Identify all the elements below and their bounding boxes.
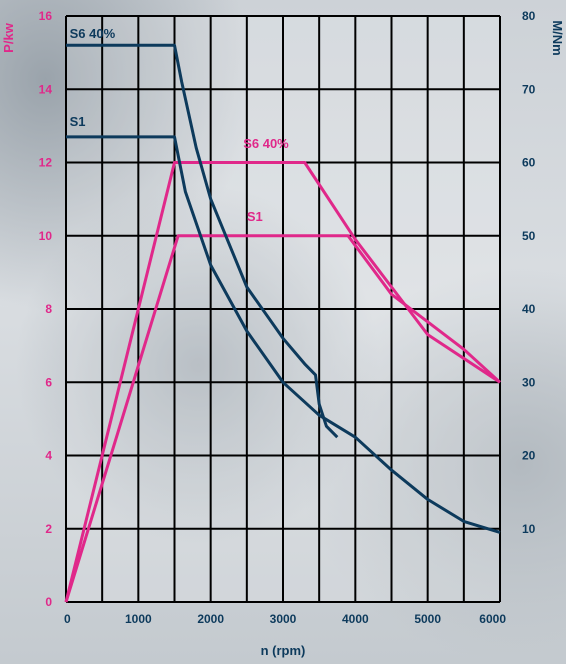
series-labels: S6 40% S1 S6 40% S1 <box>70 26 290 224</box>
torque-curve <box>66 43 339 439</box>
y-left-tick-label: 12 <box>39 156 53 170</box>
grid-lines <box>65 15 501 603</box>
series-lines <box>64 43 502 603</box>
y-right-tick-label: 60 <box>522 156 536 170</box>
series-label: S6 40% <box>70 26 116 41</box>
series-label: S1 <box>247 209 263 224</box>
y-right-tick-label: 20 <box>522 449 536 463</box>
y-right-tick-label: 10 <box>522 522 536 536</box>
series-label: S1 <box>70 114 86 129</box>
power-curve <box>64 161 501 603</box>
y-right-tick-label: 40 <box>522 302 536 316</box>
x-tick-label: 1000 <box>125 612 152 626</box>
tick-labels: 0 2 4 6 8 10 12 14 16 10 20 30 40 50 60 70 80 0 1000 2000 30… <box>39 9 536 626</box>
x-tick-label: 3000 <box>270 612 297 626</box>
y-left-tick-label: 8 <box>45 302 52 316</box>
y-right-tick-label: 70 <box>522 82 536 96</box>
y-right-tick-label: 30 <box>522 375 536 389</box>
x-tick-label: 0 <box>64 612 71 626</box>
y-right-tick-label: 80 <box>522 9 536 23</box>
y-left-tick-label: 2 <box>45 522 52 536</box>
torque-curve <box>66 135 501 534</box>
x-tick-label: 5000 <box>414 612 441 626</box>
x-tick-label: 2000 <box>197 612 224 626</box>
y-left-tick-label: 4 <box>45 449 52 463</box>
y-left-tick-label: 0 <box>45 595 52 609</box>
x-tick-label: 6000 <box>479 612 506 626</box>
x-tick-label: 4000 <box>342 612 369 626</box>
y-left-tick-label: 16 <box>39 9 53 23</box>
y-left-tick-label: 6 <box>45 375 52 389</box>
y-axis-left-title: P/kw <box>1 22 16 53</box>
power-curve <box>64 234 502 603</box>
y-left-tick-label: 14 <box>39 82 53 96</box>
x-axis-title: n (rpm) <box>261 643 306 658</box>
y-left-tick-label: 10 <box>39 229 53 243</box>
y-axis-right-title: M/Nm <box>550 20 565 55</box>
series-label: S6 40% <box>243 136 289 151</box>
y-right-tick-label: 50 <box>522 229 536 243</box>
